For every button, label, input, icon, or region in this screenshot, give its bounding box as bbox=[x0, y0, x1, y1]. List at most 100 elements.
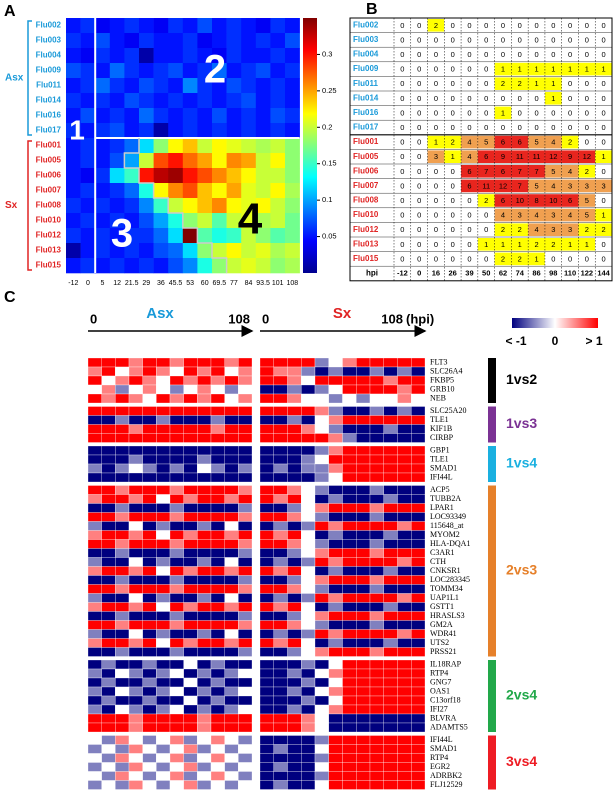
heat-cell bbox=[397, 512, 412, 522]
heat-cell bbox=[411, 433, 426, 443]
heat-cell bbox=[168, 228, 184, 244]
heat-cell bbox=[169, 647, 184, 657]
heat-cell bbox=[139, 258, 154, 274]
heat-cell bbox=[210, 771, 225, 781]
heat-cell bbox=[153, 213, 169, 229]
heat-cell bbox=[128, 713, 143, 724]
heat-cell bbox=[142, 521, 157, 531]
heat-cell bbox=[197, 753, 212, 763]
cell-value: 0 bbox=[518, 108, 522, 117]
heat-cell bbox=[301, 512, 316, 522]
heat-cell bbox=[183, 695, 198, 706]
heat-cell bbox=[273, 735, 288, 745]
heat-cell bbox=[356, 521, 371, 531]
table-cell bbox=[444, 48, 462, 61]
cell-value: 1 bbox=[534, 79, 538, 88]
heat-cell bbox=[273, 686, 288, 697]
heat-cell bbox=[87, 433, 102, 443]
heat-cell bbox=[224, 463, 239, 474]
heat-cell bbox=[226, 183, 242, 199]
heat-cell bbox=[397, 521, 412, 531]
table-cell bbox=[578, 208, 596, 222]
heat-cell bbox=[397, 771, 412, 781]
cell-value: 0 bbox=[501, 21, 505, 30]
table-cell bbox=[410, 194, 428, 207]
heat-cell bbox=[356, 611, 371, 621]
heat-cell bbox=[411, 677, 426, 688]
heat-cell bbox=[66, 183, 81, 199]
heat-cell bbox=[169, 659, 184, 670]
heat-cell bbox=[183, 713, 198, 724]
heat-cell bbox=[224, 454, 239, 465]
heat-cell bbox=[342, 722, 357, 733]
table-cell bbox=[477, 106, 495, 120]
table-cell bbox=[394, 92, 411, 105]
heat-cell bbox=[301, 593, 316, 603]
heat-cell bbox=[259, 611, 274, 621]
heat-cell bbox=[87, 704, 102, 715]
heat-cell bbox=[285, 63, 300, 79]
heat-cell bbox=[142, 503, 157, 513]
heat-cell bbox=[87, 548, 102, 558]
heat-cell bbox=[238, 406, 253, 416]
heat-cell bbox=[314, 735, 329, 745]
heat-cell bbox=[197, 63, 213, 79]
heat-cell bbox=[397, 686, 412, 697]
cell-value: 1 bbox=[602, 65, 606, 74]
heat-cell bbox=[241, 63, 257, 79]
heat-cell bbox=[301, 611, 316, 621]
cell-value: 0 bbox=[434, 211, 438, 220]
heat-cell bbox=[241, 228, 257, 244]
heat-cell bbox=[273, 593, 288, 603]
cell-value: 0 bbox=[568, 123, 572, 132]
heat-cell bbox=[169, 620, 184, 630]
heat-cell bbox=[287, 668, 302, 679]
table-cell bbox=[477, 238, 495, 251]
heat-cell bbox=[115, 735, 130, 745]
heat-cell bbox=[128, 433, 143, 443]
cell-value: 0 bbox=[467, 123, 471, 132]
heat-cell bbox=[255, 243, 271, 259]
row-label: Flu013 bbox=[36, 246, 62, 255]
cell-value: 0 bbox=[585, 50, 589, 59]
heat-cell bbox=[156, 762, 171, 772]
heat-cell bbox=[109, 33, 125, 49]
heat-cell bbox=[342, 566, 357, 576]
heat-cell bbox=[397, 433, 412, 443]
table-cell bbox=[410, 252, 428, 266]
heat-cell bbox=[314, 677, 329, 688]
heat-cell bbox=[142, 530, 157, 540]
heat-cell bbox=[287, 384, 302, 395]
heat-cell bbox=[273, 677, 288, 688]
row-label: Flu005 bbox=[353, 152, 379, 161]
heat-cell bbox=[197, 494, 212, 504]
heat-cell bbox=[156, 780, 171, 790]
heat-cell bbox=[183, 602, 198, 612]
row-label: Flu006 bbox=[353, 166, 379, 175]
group-label: 2vs4 bbox=[506, 687, 537, 703]
heat-cell bbox=[142, 629, 157, 639]
heat-cell bbox=[301, 677, 316, 688]
heat-cell bbox=[115, 686, 130, 697]
heat-cell bbox=[115, 548, 130, 558]
cell-value: 0 bbox=[434, 167, 438, 176]
heat-cell bbox=[156, 771, 171, 781]
heat-cell bbox=[397, 593, 412, 603]
heat-cell bbox=[314, 384, 329, 395]
heat-cell bbox=[273, 530, 288, 540]
table-cell bbox=[494, 135, 512, 149]
heat-cell bbox=[238, 638, 253, 648]
heat-cell bbox=[369, 593, 384, 603]
group-bar bbox=[488, 446, 496, 482]
heat-cell bbox=[224, 575, 239, 585]
cell-value: 0 bbox=[417, 35, 421, 44]
heat-cell bbox=[66, 78, 81, 94]
heat-cell bbox=[87, 735, 102, 745]
cell-value: 0 bbox=[467, 50, 471, 59]
gene-label: MYOM2 bbox=[430, 530, 460, 539]
row-label: Flu015 bbox=[353, 254, 379, 263]
heat-cell bbox=[287, 744, 302, 754]
heat-cell bbox=[115, 472, 130, 483]
gene-label: HLA-DQA1 bbox=[430, 539, 470, 548]
